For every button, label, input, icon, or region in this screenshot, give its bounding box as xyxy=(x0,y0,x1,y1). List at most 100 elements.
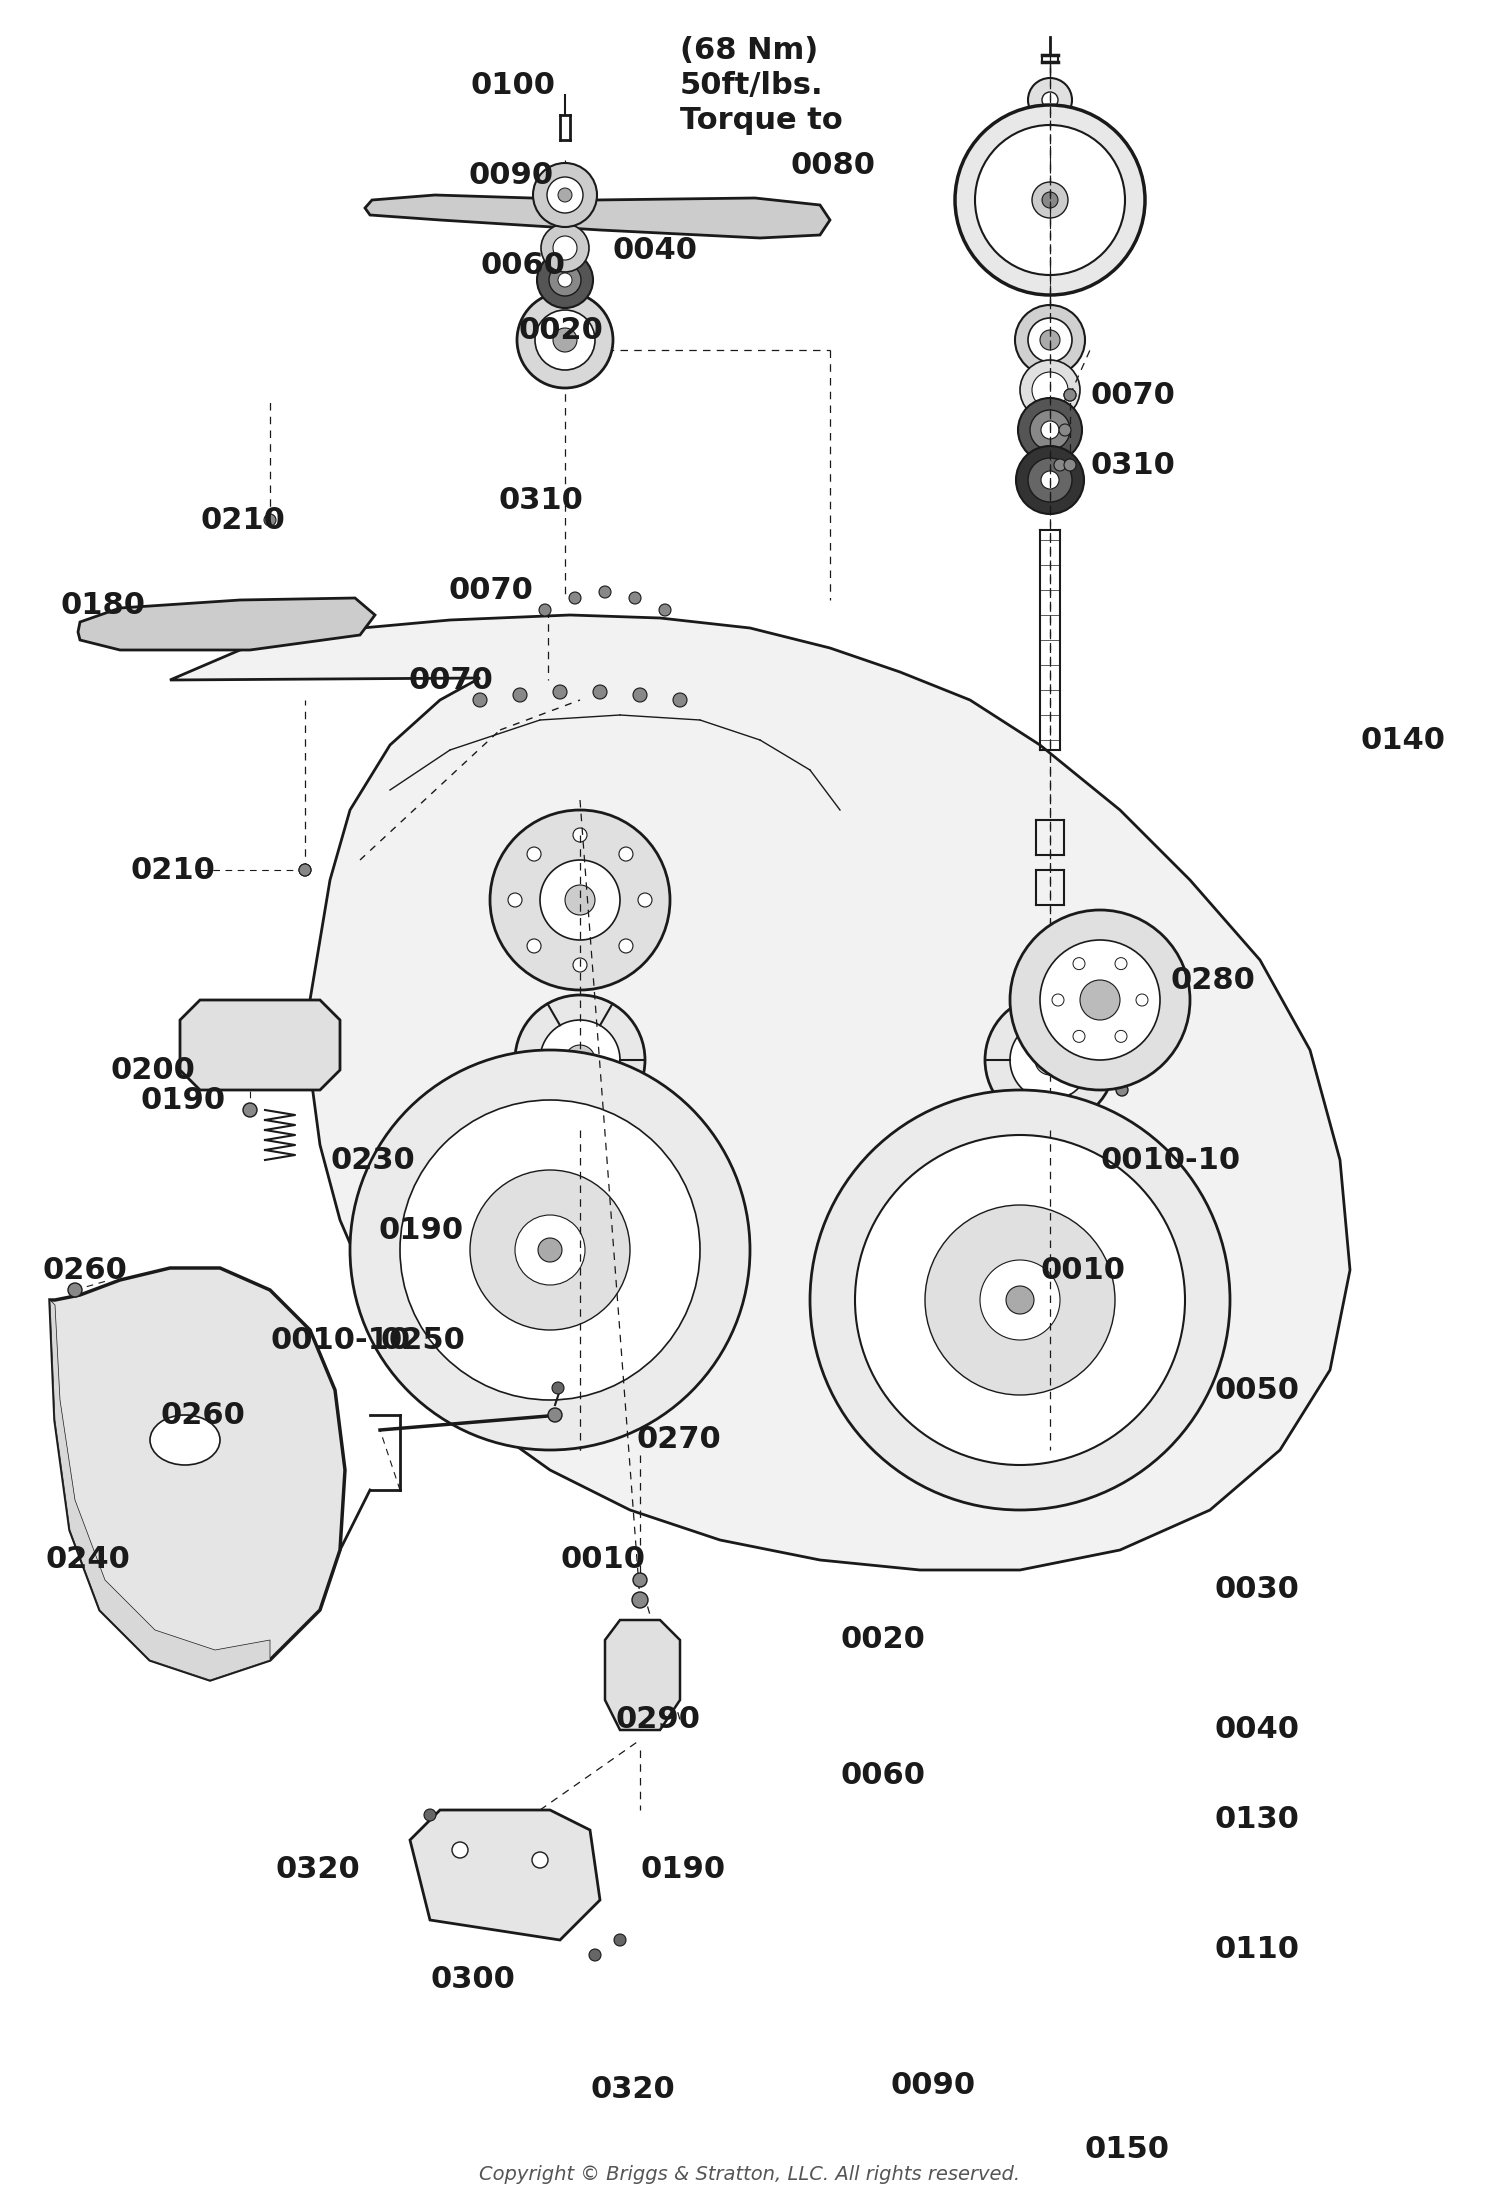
Circle shape xyxy=(1010,911,1190,1091)
Text: 0030: 0030 xyxy=(1215,1575,1300,1605)
Circle shape xyxy=(1028,458,1072,502)
Circle shape xyxy=(1035,1045,1065,1075)
Circle shape xyxy=(1042,92,1058,107)
Circle shape xyxy=(536,311,596,370)
Circle shape xyxy=(472,692,488,707)
Circle shape xyxy=(1040,331,1060,350)
Circle shape xyxy=(532,1853,548,1868)
Circle shape xyxy=(855,1134,1185,1465)
Circle shape xyxy=(552,1382,564,1395)
Circle shape xyxy=(986,994,1114,1126)
Text: 0070: 0070 xyxy=(448,576,532,604)
Circle shape xyxy=(554,237,578,261)
Circle shape xyxy=(980,1259,1060,1340)
Circle shape xyxy=(350,1049,750,1450)
Text: 0100: 0100 xyxy=(470,70,555,99)
Text: 0010: 0010 xyxy=(1040,1255,1125,1286)
Circle shape xyxy=(549,265,580,296)
Circle shape xyxy=(1114,957,1126,970)
Polygon shape xyxy=(50,1301,270,1680)
Text: Copyright © Briggs & Stratton, LLC. All rights reserved.: Copyright © Briggs & Stratton, LLC. All … xyxy=(480,2166,1020,2183)
Circle shape xyxy=(566,885,596,915)
Circle shape xyxy=(540,1021,620,1099)
Circle shape xyxy=(674,692,687,707)
Circle shape xyxy=(526,940,542,953)
Text: 0200: 0200 xyxy=(110,1056,195,1084)
Text: 0150: 0150 xyxy=(1084,2135,1170,2164)
Text: 0060: 0060 xyxy=(480,250,566,280)
Circle shape xyxy=(573,957,586,972)
Text: 0070: 0070 xyxy=(408,666,494,694)
Text: 0210: 0210 xyxy=(200,506,285,534)
Circle shape xyxy=(1136,994,1148,1005)
Circle shape xyxy=(298,865,310,876)
Circle shape xyxy=(518,291,614,388)
Text: 0250: 0250 xyxy=(380,1325,465,1353)
Circle shape xyxy=(1114,1029,1126,1042)
Text: 0310: 0310 xyxy=(498,486,584,515)
Circle shape xyxy=(537,252,592,309)
Circle shape xyxy=(1032,182,1068,219)
Circle shape xyxy=(633,688,646,703)
Text: 0020: 0020 xyxy=(840,1625,926,1653)
Circle shape xyxy=(590,1949,602,1960)
Text: 0060: 0060 xyxy=(840,1761,926,1789)
Text: 50ft/lbs.: 50ft/lbs. xyxy=(680,70,824,99)
Circle shape xyxy=(513,688,526,703)
Circle shape xyxy=(1052,994,1064,1005)
Text: 0010: 0010 xyxy=(560,1546,645,1575)
Text: 0040: 0040 xyxy=(612,237,698,265)
Text: 0010-10: 0010-10 xyxy=(270,1325,410,1353)
Circle shape xyxy=(526,848,542,861)
Circle shape xyxy=(1064,390,1076,401)
Circle shape xyxy=(632,1592,648,1607)
Circle shape xyxy=(926,1204,1114,1395)
Text: 0270: 0270 xyxy=(636,1426,722,1454)
Circle shape xyxy=(1019,399,1082,462)
Text: 0110: 0110 xyxy=(1215,1936,1300,1964)
Circle shape xyxy=(470,1169,630,1329)
Circle shape xyxy=(1032,372,1068,407)
Circle shape xyxy=(538,1237,562,1261)
Circle shape xyxy=(68,1283,82,1296)
Circle shape xyxy=(975,125,1125,276)
Circle shape xyxy=(1041,420,1059,438)
Circle shape xyxy=(243,1104,256,1117)
Circle shape xyxy=(614,1934,626,1947)
Text: 0290: 0290 xyxy=(615,1706,701,1734)
Text: 0210: 0210 xyxy=(130,856,214,885)
Circle shape xyxy=(542,223,590,272)
Circle shape xyxy=(514,1215,585,1286)
Text: 0260: 0260 xyxy=(42,1255,128,1286)
Text: 0190: 0190 xyxy=(140,1086,225,1115)
Text: 0310: 0310 xyxy=(1090,451,1174,480)
Circle shape xyxy=(628,591,640,604)
Text: 0070: 0070 xyxy=(1090,381,1174,410)
Circle shape xyxy=(633,1572,646,1588)
Circle shape xyxy=(548,1408,562,1421)
Circle shape xyxy=(1016,447,1084,515)
Text: 0080: 0080 xyxy=(790,151,874,180)
Circle shape xyxy=(810,1091,1230,1509)
Circle shape xyxy=(1080,979,1120,1021)
Circle shape xyxy=(548,177,584,212)
Text: 0090: 0090 xyxy=(468,160,554,191)
Circle shape xyxy=(1064,460,1076,471)
Circle shape xyxy=(298,865,310,876)
Circle shape xyxy=(1072,1029,1084,1042)
Polygon shape xyxy=(180,1001,340,1091)
Text: 0180: 0180 xyxy=(60,591,146,620)
Circle shape xyxy=(566,1045,596,1075)
Circle shape xyxy=(400,1099,700,1399)
Circle shape xyxy=(620,940,633,953)
Text: 0090: 0090 xyxy=(890,2070,975,2100)
Polygon shape xyxy=(604,1621,680,1730)
Circle shape xyxy=(573,828,586,841)
Circle shape xyxy=(1007,1286,1034,1314)
Text: 0050: 0050 xyxy=(1215,1375,1300,1404)
Text: 0280: 0280 xyxy=(1170,966,1256,994)
Circle shape xyxy=(1020,359,1080,420)
Circle shape xyxy=(532,162,597,228)
Circle shape xyxy=(1072,957,1084,970)
Circle shape xyxy=(638,894,652,907)
